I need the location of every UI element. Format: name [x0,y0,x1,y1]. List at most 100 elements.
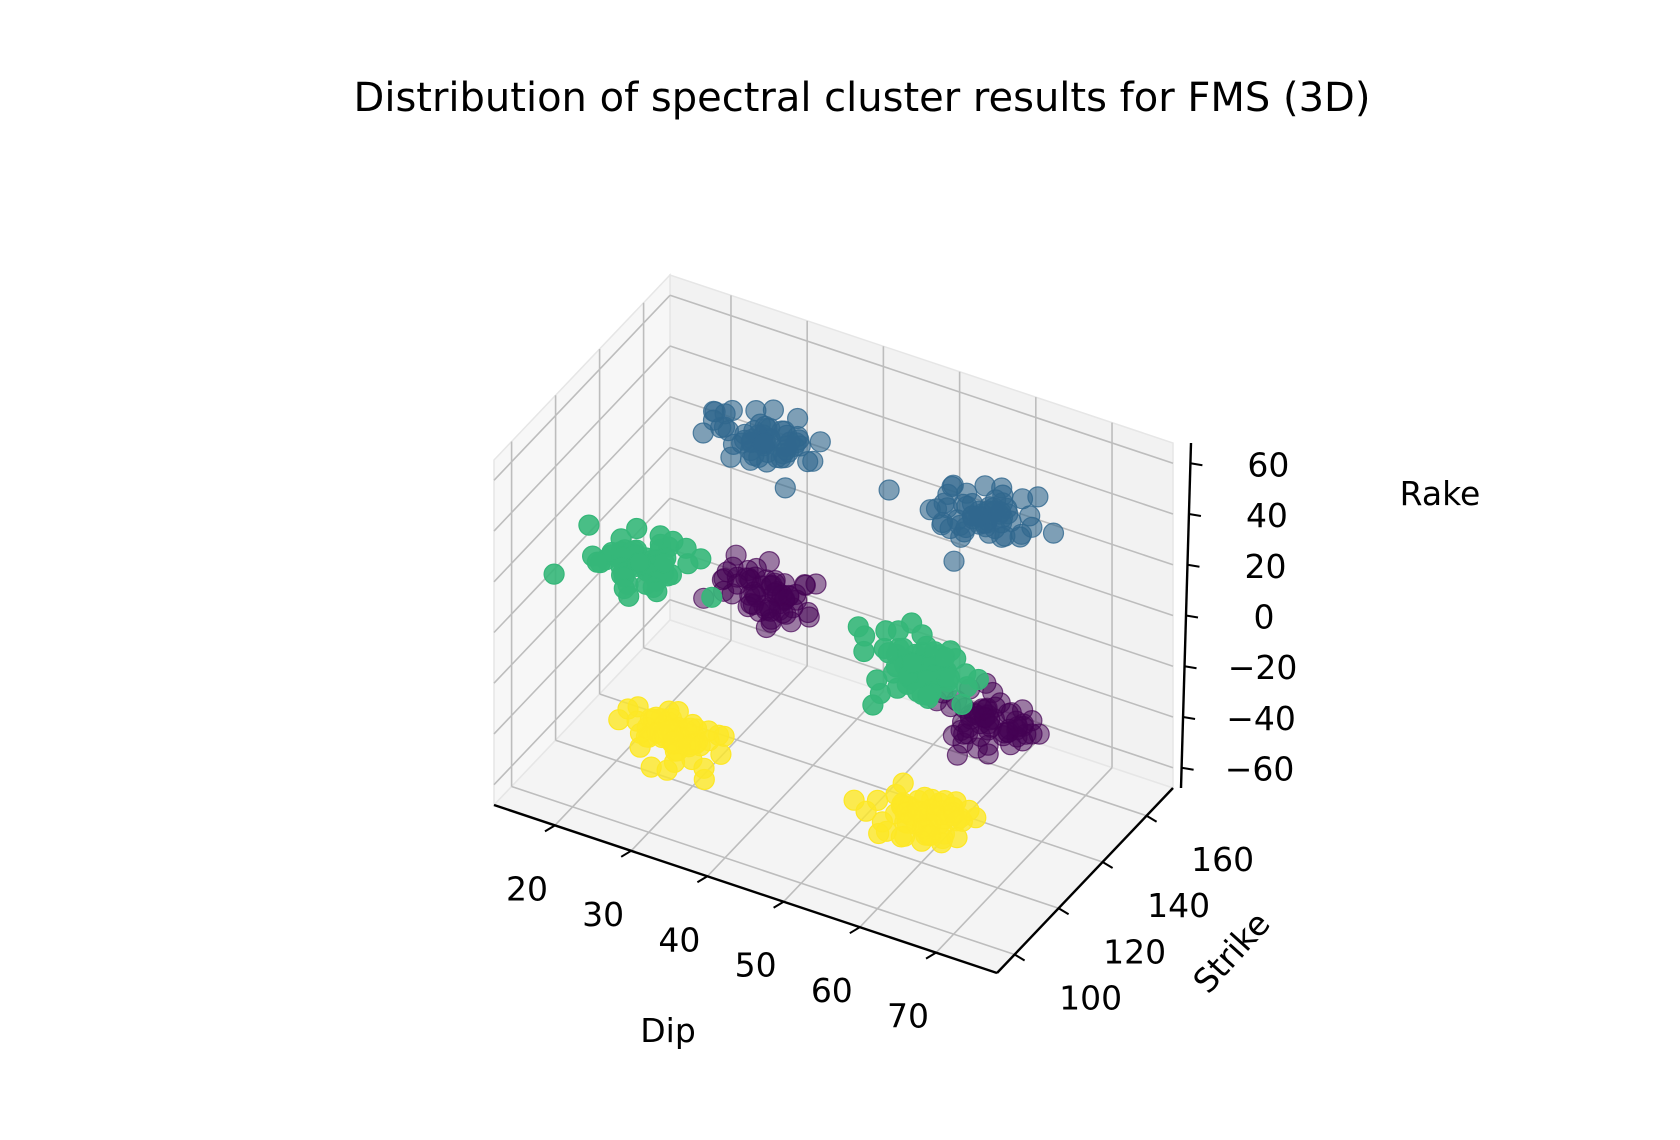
gridline-y-floor [555,739,1059,910]
x-axis-line [493,803,998,975]
x-tick-mark [696,875,708,884]
data-point [918,824,940,847]
data-point [629,736,651,758]
data-point [756,451,778,473]
data-point [978,522,1000,544]
data-point [951,693,973,716]
data-point [710,743,732,765]
z-tick-label: 0 [1254,598,1275,637]
data-point [722,433,745,455]
z-tick-mark [1181,766,1194,771]
data-point [798,606,820,628]
z-tick-mark [1182,715,1196,720]
gridline-z-left [493,446,671,634]
x-tick-mark [925,951,937,960]
gridline-y-floor [511,785,1015,956]
chart-title: Distribution of spectral cluster results… [354,75,1371,121]
data-points [543,399,1065,854]
data-point [805,573,827,595]
data-point [809,431,831,453]
data-point [901,652,924,674]
y-tick-mark [1058,907,1070,916]
data-point [701,586,723,608]
data-point [802,450,824,472]
data-point [890,826,912,848]
y-tick-label: 160 [1191,840,1254,879]
data-point [866,669,888,691]
data-point [693,768,715,791]
data-point [626,710,648,732]
z-tick-mark [1185,614,1199,619]
data-point [1027,486,1049,508]
data-point [713,416,736,438]
x-tick-label: 60 [811,971,853,1010]
data-point [862,694,884,716]
data-point [760,600,782,622]
gridline-z-back [669,294,1174,465]
data-point [628,551,651,574]
y-tick-label: 120 [1103,932,1166,971]
z-tick-mark [1184,665,1197,670]
data-point [721,583,743,605]
data-point [917,684,939,706]
data-point [957,716,980,739]
z-tick-label: −60 [1225,750,1295,789]
z-tick-label: −40 [1226,699,1296,738]
data-point [1009,526,1031,548]
data-point [543,563,565,585]
y-tick-mark [1102,861,1114,869]
data-point [892,772,914,794]
data-point [626,517,648,540]
data-point [1000,510,1022,533]
gridline-z-back [669,345,1174,515]
x-axis-label: Dip [640,1011,696,1050]
x-tick-label: 70 [887,997,929,1036]
x-tick-label: 30 [582,895,624,934]
z-tick-label: −20 [1228,648,1298,687]
x-tick-mark [849,926,861,935]
data-point [618,585,640,607]
data-point [956,676,978,698]
data-point [758,550,780,573]
x-tick-label: 20 [506,869,548,908]
gridline-y-floor [643,646,1147,817]
data-point [780,611,802,633]
data-point [698,729,720,752]
data-point [578,514,600,536]
data-point [646,580,668,603]
z-tick-label: 60 [1247,445,1289,484]
axis-lines [493,442,1203,975]
z-tick-label: 40 [1246,496,1288,535]
data-point [745,400,767,422]
data-point [938,666,961,689]
y-tick-mark [1146,814,1158,823]
data-point [667,700,689,723]
data-point [716,561,738,583]
data-point [586,551,608,573]
data-point [653,551,675,574]
tick-labels: 20 30 40 50 60 70 100 120 140 160 60 40 20 0 −20 −40 −60 [506,445,1297,1035]
z-axis-label: Rake [1400,474,1481,513]
data-point [974,707,996,729]
data-point [752,432,774,454]
gridline-x-floor [706,690,884,877]
data-point [931,514,953,536]
data-point [677,553,699,575]
data-point [1006,716,1029,738]
gridline-z-back [669,497,1174,667]
data-point [656,759,678,781]
gridline-z-left [493,345,671,532]
z-tick-mark [1190,462,1203,467]
x-tick-mark [773,900,785,909]
z-tick-label: 20 [1244,547,1286,586]
x-tick-label: 50 [735,946,777,985]
data-point [783,435,805,458]
gridline-x-floor [935,767,1113,954]
y-tick-mark [1014,953,1026,962]
data-point [853,625,876,647]
data-point [1028,723,1050,745]
data-point [943,550,965,572]
gridline-z-back [669,446,1174,617]
